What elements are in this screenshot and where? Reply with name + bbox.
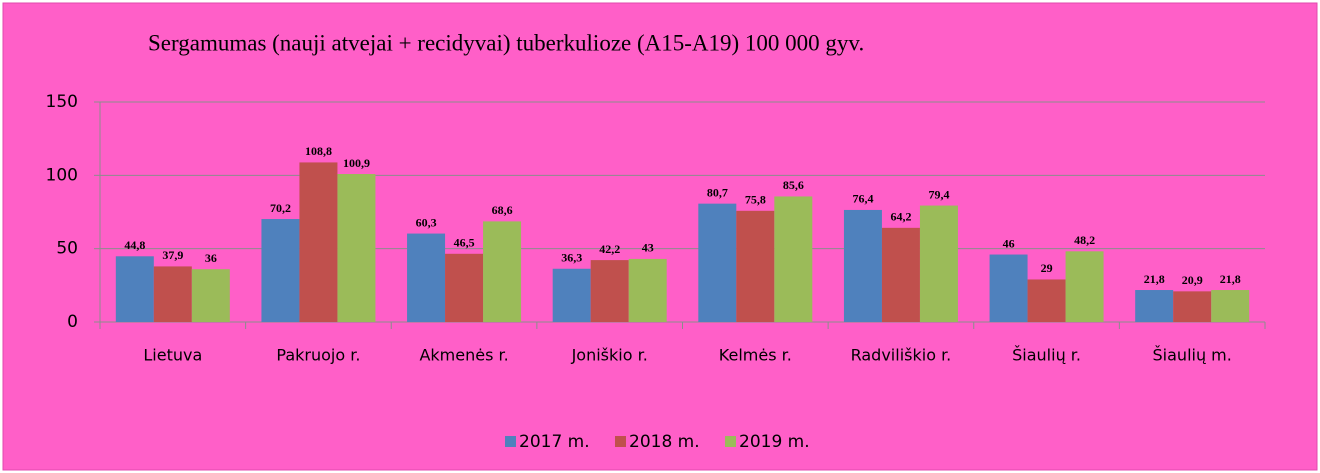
bar — [881, 227, 920, 322]
value-label: 42,2 — [599, 242, 620, 256]
x-tick-label: Lietuva — [143, 346, 202, 365]
x-tick-label: Radviliškio r. — [851, 346, 952, 365]
bar — [590, 260, 629, 322]
value-label: 36 — [205, 251, 217, 265]
legend-swatch — [725, 436, 736, 447]
value-label: 48,2 — [1074, 233, 1095, 247]
value-label: 80,7 — [707, 185, 728, 199]
y-tick-label: 50 — [56, 239, 78, 259]
value-label: 46 — [1003, 236, 1015, 250]
value-label: 60,3 — [416, 215, 437, 229]
y-tick-label: 0 — [67, 312, 78, 332]
value-label: 44,8 — [124, 238, 145, 252]
y-tick-label: 100 — [46, 165, 78, 185]
bar — [445, 253, 484, 322]
bar — [774, 196, 813, 322]
bar — [989, 254, 1028, 322]
bar — [261, 219, 300, 322]
bar — [337, 174, 376, 322]
value-label: 21,8 — [1220, 272, 1241, 286]
value-label: 68,6 — [492, 203, 513, 217]
value-label: 36,3 — [561, 251, 582, 265]
value-label: 79,4 — [928, 187, 949, 201]
value-label: 37,9 — [162, 248, 183, 262]
bar — [1211, 290, 1250, 322]
value-label: 75,8 — [745, 193, 766, 207]
bar — [628, 258, 667, 322]
bar — [191, 269, 230, 322]
value-label: 64,2 — [890, 210, 911, 224]
bar — [1135, 290, 1174, 322]
bar — [483, 221, 522, 322]
value-label: 85,6 — [783, 178, 804, 192]
x-tick-label: Joniškio r. — [571, 346, 648, 365]
value-label: 43 — [642, 241, 654, 255]
legend-swatch — [615, 436, 626, 447]
x-tick-label: Šiaulių m. — [1153, 346, 1232, 365]
legend-label: 2019 m. — [739, 432, 810, 452]
legend-label: 2018 m. — [629, 432, 700, 452]
x-tick-label: Akmenės r. — [419, 346, 508, 365]
bar — [552, 268, 591, 322]
bar — [407, 233, 446, 322]
value-label: 20,9 — [1182, 273, 1203, 287]
x-tick-label: Šiaulių r. — [1012, 346, 1081, 365]
value-label: 21,8 — [1144, 272, 1165, 286]
x-tick-label: Pakruojo r. — [276, 346, 360, 365]
bar — [843, 209, 882, 322]
value-label: 100,9 — [343, 156, 370, 170]
bar — [736, 210, 775, 322]
x-tick-label: Kelmės r. — [719, 346, 792, 365]
chart-title: Sergamumas (nauji atvejai + recidyvai) t… — [148, 30, 864, 55]
value-label: 108,8 — [305, 144, 332, 158]
bar — [698, 203, 737, 322]
value-label: 29 — [1041, 261, 1053, 275]
value-label: 70,2 — [270, 201, 291, 215]
legend-swatch — [505, 436, 516, 447]
bar — [299, 162, 338, 322]
bar — [153, 266, 192, 322]
bar — [1065, 251, 1104, 322]
bar — [115, 256, 154, 322]
y-tick-label: 150 — [46, 92, 78, 112]
bar — [1027, 279, 1066, 322]
bar — [919, 205, 958, 322]
value-label: 76,4 — [852, 192, 873, 206]
legend-label: 2017 m. — [519, 432, 590, 452]
bar — [1173, 291, 1212, 322]
value-label: 46,5 — [454, 236, 475, 250]
